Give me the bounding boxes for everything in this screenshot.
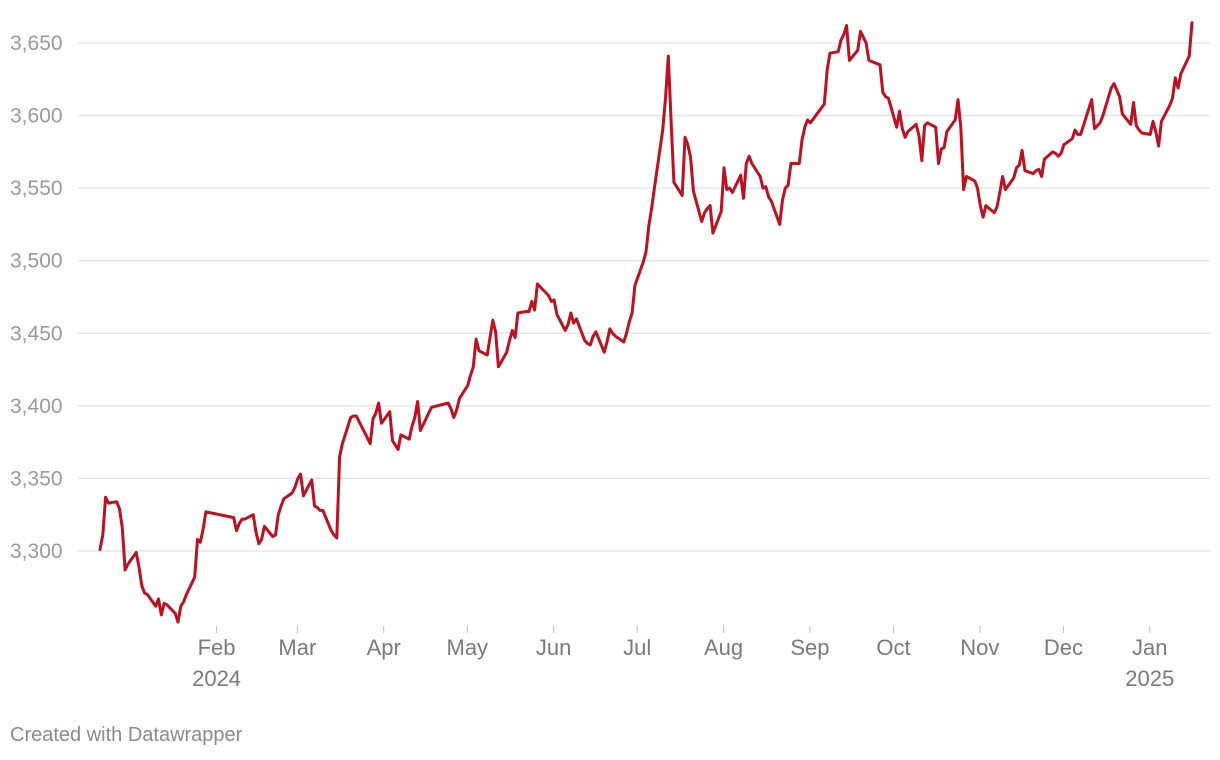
- x-tick-label: Oct: [876, 635, 910, 660]
- x-tick-year-label: 2025: [1125, 666, 1174, 691]
- x-axis-tick-labels: Feb 2024 Mar Apr May Jun Jul Aug Sep Oct Nov Dec Jan…: [192, 626, 1174, 691]
- x-tick-label: Jan: [1132, 635, 1167, 660]
- x-tick-label: Mar: [278, 635, 316, 660]
- x-tick-label: Aug: [704, 635, 743, 660]
- y-tick-label: 3,500: [10, 250, 63, 273]
- series-line: [98, 21, 1194, 624]
- gridlines: [78, 42, 1210, 552]
- y-tick-label: 3,600: [10, 105, 63, 128]
- x-tick-label: May: [447, 635, 489, 660]
- x-tick-year-label: 2024: [192, 666, 241, 691]
- y-tick-label: 3,300: [10, 540, 63, 563]
- x-tick-label: Nov: [960, 635, 999, 660]
- y-tick-label: 3,650: [10, 32, 63, 55]
- x-tick-label: Jun: [536, 635, 571, 660]
- x-tick-label: Jul: [623, 635, 651, 660]
- x-tick-label: Sep: [790, 635, 829, 660]
- y-tick-label: 3,550: [10, 177, 63, 200]
- y-tick-label: 3,450: [10, 322, 63, 345]
- x-tick-label: Apr: [367, 635, 401, 660]
- datawrapper-credit: Created with Datawrapper: [10, 724, 243, 746]
- x-tick-label: Feb: [198, 635, 236, 660]
- series-layer: [98, 21, 1194, 624]
- line-chart: 3,300 3,350 3,400 3,450 3,500 3,550 3,600 3,650…: [10, 21, 1210, 691]
- x-tick-label: Dec: [1044, 635, 1083, 660]
- y-tick-label: 3,400: [10, 395, 63, 418]
- y-axis-tick-labels: 3,300 3,350 3,400 3,450 3,500 3,550 3,600 3,650: [10, 32, 63, 563]
- y-tick-label: 3,350: [10, 467, 63, 490]
